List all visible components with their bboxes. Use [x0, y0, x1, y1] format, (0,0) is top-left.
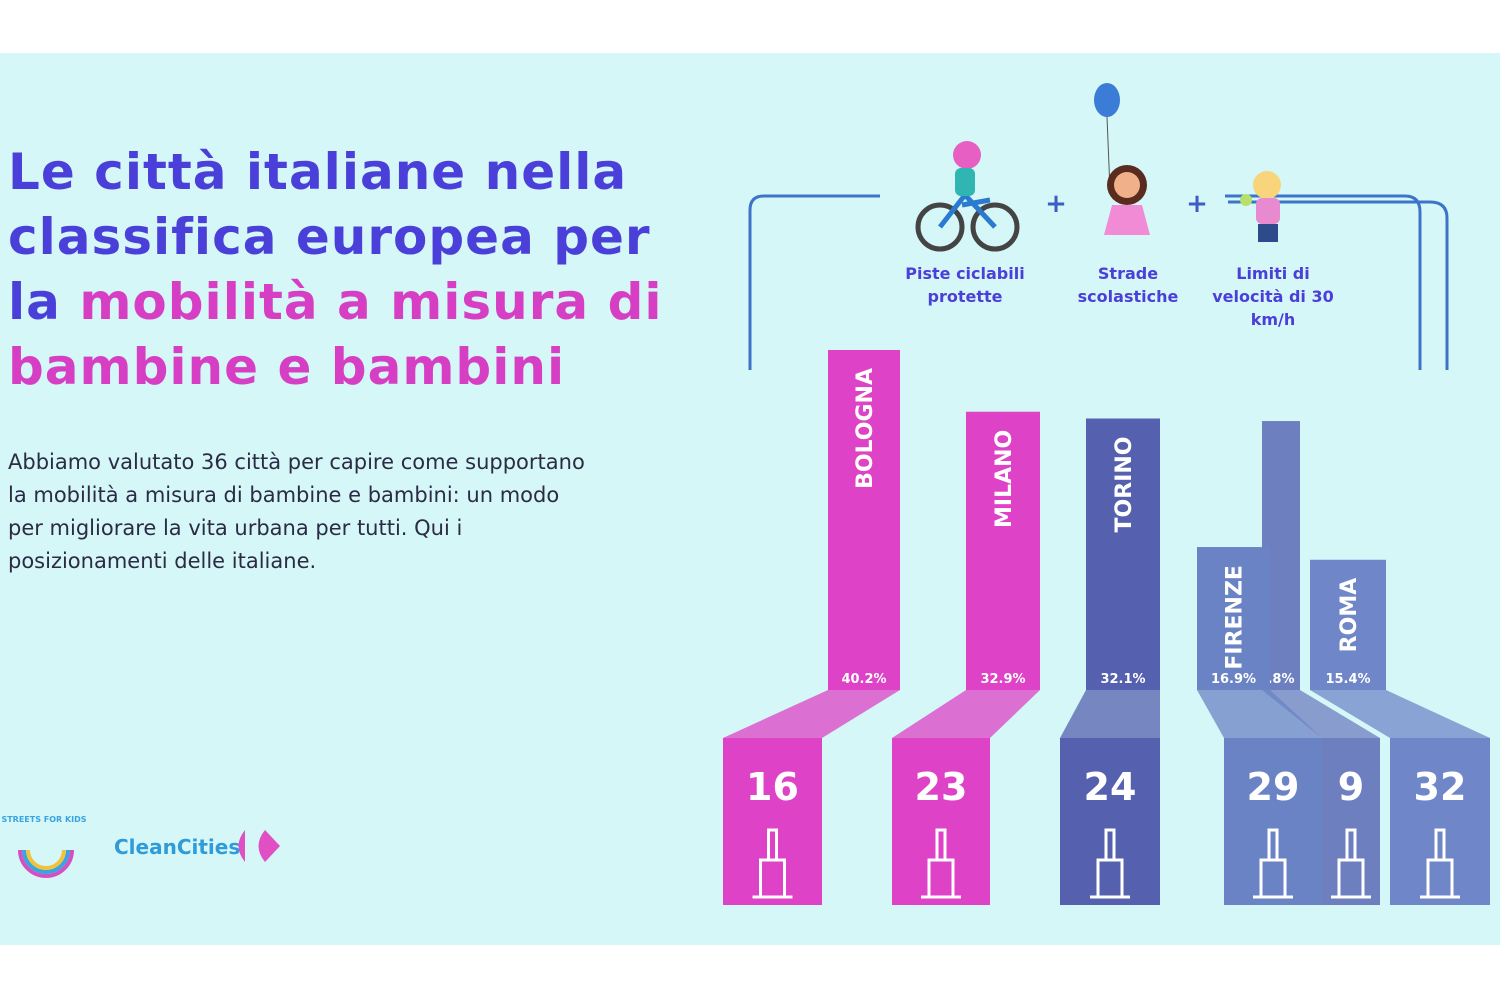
connector — [1197, 690, 1322, 738]
rank-label: 23 — [915, 765, 968, 809]
title-part: Le città italiane nella classifica europ… — [8, 143, 651, 331]
connector — [723, 690, 900, 738]
bar — [1310, 559, 1386, 690]
bar — [1197, 547, 1270, 690]
criterion-label: Piste ciclabili protette — [905, 264, 1025, 306]
svg-text:+: + — [1045, 189, 1067, 219]
bar — [1086, 418, 1160, 690]
rank-label: 16 — [746, 765, 799, 809]
connector — [1310, 690, 1490, 738]
criterion-label: Limiti di velocità di 30 km/h — [1212, 264, 1334, 329]
rank-label: 29 — [1247, 765, 1300, 809]
category-label: BOLOGNA — [853, 368, 878, 489]
logos — [18, 830, 280, 878]
landmark-icon — [1090, 828, 1130, 899]
category-label: TORINO — [1112, 437, 1137, 533]
value-label: 40.2% — [841, 672, 886, 687]
landmark-icon — [1420, 828, 1460, 899]
criterion-label: Strade scolastiche — [1077, 264, 1179, 306]
landmark-icon — [1331, 828, 1371, 899]
bar — [966, 411, 1040, 690]
rank-block — [1390, 738, 1490, 905]
rank-block — [1060, 738, 1160, 905]
criteria-icons: + + — [915, 83, 1281, 252]
value-label: 16.9% — [1211, 672, 1256, 687]
title-part: mobilità a misura di bambine e bambini — [8, 273, 663, 396]
connector — [892, 690, 1040, 738]
criterion-box: Strade scolastiche — [1077, 264, 1179, 306]
bracket — [748, 194, 1449, 370]
rank-label: 24 — [1084, 765, 1137, 809]
rank-label: 32 — [1414, 765, 1467, 809]
category-label: FIRENZE — [1223, 565, 1248, 670]
value-label: 15.4% — [1325, 672, 1370, 687]
value-label: .8% — [1267, 672, 1294, 687]
bar — [828, 350, 900, 690]
value-label: 32.9% — [980, 672, 1025, 687]
criterion-box: Piste ciclabili protette — [905, 264, 1025, 306]
svg-text:+: + — [1186, 189, 1208, 219]
value-label: 32.1% — [1100, 672, 1145, 687]
description: Abbiamo valutato 36 città per capire com… — [8, 450, 585, 573]
landmark-icon — [752, 828, 793, 899]
rank-label: 9 — [1338, 765, 1364, 809]
criterion-box: Limiti di velocità di 30 km/h — [1212, 264, 1334, 329]
connector — [1262, 690, 1380, 738]
logo-text: CleanCities — [114, 835, 240, 859]
connector — [1060, 690, 1160, 738]
landmark-icon — [1253, 828, 1293, 899]
rank-block — [723, 738, 822, 905]
rank-block — [1322, 738, 1380, 905]
category-label: MILANO — [992, 430, 1017, 528]
logo-text: STREETS FOR KIDS — [1, 815, 86, 824]
landmark-icon — [921, 828, 961, 899]
rank-block — [1224, 738, 1322, 905]
rank-block — [892, 738, 990, 905]
chart-title: Le città italiane nella classifica europ… — [8, 140, 668, 400]
category-label: ROMA — [1337, 578, 1362, 653]
